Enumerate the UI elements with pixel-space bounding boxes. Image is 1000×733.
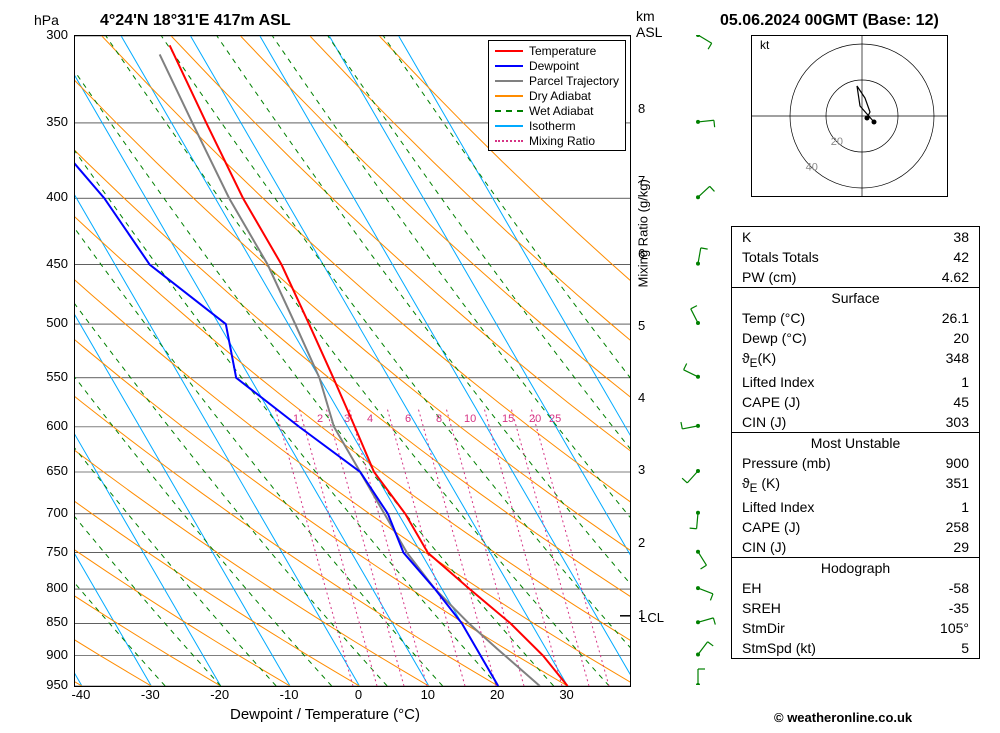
svg-text:10: 10 [464, 413, 476, 425]
svg-text:20: 20 [529, 413, 541, 425]
legend: TemperatureDewpointParcel TrajectoryDry … [488, 40, 626, 151]
svg-text:40: 40 [806, 161, 818, 173]
svg-text:8: 8 [436, 413, 442, 425]
skewt-chart: 12346810152025 TemperatureDewpointParcel… [74, 35, 631, 687]
svg-text:25: 25 [549, 413, 561, 425]
x-ticks: -40-30-20-100102030 [74, 687, 629, 705]
y-left-label: hPa [34, 12, 59, 28]
svg-text:4: 4 [367, 413, 373, 425]
location-title: 4°24'N 18°31'E 417m ASL [100, 12, 291, 30]
y-right-ticks: 12345678 [634, 35, 658, 685]
svg-text:15: 15 [502, 413, 514, 425]
svg-text:2: 2 [317, 413, 323, 425]
wind-barbs [680, 35, 728, 685]
indices-panel: K38Totals Totals42PW (cm)4.62SurfaceTemp… [731, 226, 980, 659]
svg-text:6: 6 [405, 413, 411, 425]
barb-svg [680, 35, 728, 685]
date-title: 05.06.2024 00GMT (Base: 12) [720, 12, 939, 30]
copyright: © weatheronline.co.uk [774, 710, 912, 725]
x-label: Dewpoint / Temperature (°C) [230, 706, 420, 723]
y-left-ticks: 3003504004505005506006507007508008509009… [38, 35, 72, 685]
svg-text:20: 20 [831, 136, 843, 148]
hodograph-svg: 2040 [752, 36, 947, 196]
hodograph: 2040 [751, 35, 948, 197]
